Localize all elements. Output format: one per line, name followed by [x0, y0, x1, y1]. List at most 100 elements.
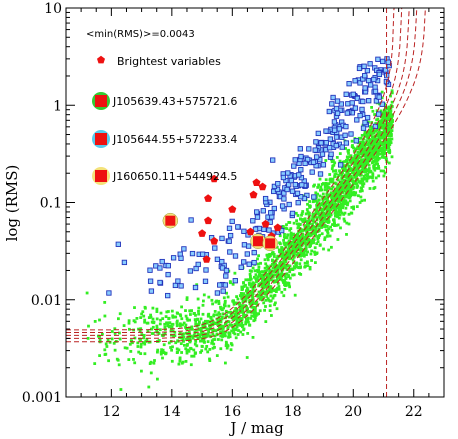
field-star-point — [284, 254, 288, 257]
field-star-point — [311, 212, 315, 216]
variable-star-point — [251, 259, 257, 266]
field-star-point — [299, 228, 303, 231]
field-star-point — [190, 309, 193, 312]
field-star-point — [372, 187, 376, 190]
field-star-point — [198, 335, 202, 339]
field-star-point — [350, 145, 354, 149]
variable-star-point — [331, 119, 338, 125]
variable-star-point — [376, 71, 383, 78]
variable-star-point — [170, 255, 177, 261]
field-star-point — [351, 187, 355, 191]
field-star-point — [390, 132, 393, 136]
variable-star-point — [165, 263, 171, 269]
field-star-point — [228, 280, 232, 283]
field-star-point — [297, 222, 300, 226]
field-star-point — [312, 241, 315, 245]
field-star-point — [375, 157, 379, 161]
field-star-point — [291, 233, 295, 236]
field-star-point — [227, 331, 231, 335]
variable-star-point — [334, 98, 341, 104]
field-star-point — [217, 338, 220, 341]
field-star-point — [210, 322, 214, 326]
field-star-point — [381, 119, 385, 122]
field-star-point — [248, 298, 252, 302]
field-star-point — [325, 201, 328, 205]
field-star-point — [337, 195, 340, 199]
field-star-point — [348, 195, 352, 199]
field-star-point — [244, 304, 247, 307]
field-star-point — [315, 203, 318, 207]
variable-star-point — [359, 106, 365, 113]
field-star-point — [366, 148, 369, 152]
variable-star-point — [214, 290, 221, 296]
field-star-point — [278, 250, 281, 254]
field-star-point — [255, 280, 258, 284]
field-star-point — [258, 309, 262, 313]
variable-star-point — [187, 268, 194, 274]
field-star-point — [340, 173, 344, 177]
field-star-point — [245, 295, 248, 298]
field-star-point — [234, 307, 238, 310]
field-star-point — [264, 262, 268, 266]
field-star-point — [332, 218, 335, 222]
field-star-point — [366, 142, 370, 146]
field-star-point — [267, 282, 270, 285]
field-star-point — [329, 177, 332, 181]
variable-star-point — [382, 67, 389, 73]
variable-star-point — [226, 238, 232, 244]
field-star-point — [359, 148, 363, 152]
field-star-point — [380, 124, 383, 127]
field-star-point — [268, 287, 271, 291]
field-star-point — [163, 322, 167, 326]
field-star-point — [311, 223, 314, 226]
field-star-point — [232, 328, 235, 332]
field-star-point — [170, 348, 173, 352]
variable-star-point — [148, 288, 155, 294]
field-star-point — [188, 326, 191, 330]
variable-star-point — [286, 201, 292, 208]
field-star-point — [327, 248, 331, 252]
field-star-point — [341, 171, 344, 174]
field-star-point — [301, 220, 305, 224]
field-star-point — [350, 158, 354, 161]
field-star-point — [332, 206, 336, 210]
field-star-point — [390, 89, 394, 93]
variable-star-point — [327, 136, 333, 142]
field-star-point — [149, 315, 153, 319]
field-star-point — [389, 104, 393, 107]
field-star-point — [300, 213, 303, 217]
field-star-point — [298, 236, 301, 239]
field-star-point — [339, 188, 343, 192]
field-star-point — [353, 147, 357, 151]
field-star-point — [268, 285, 271, 289]
field-star-point — [364, 134, 368, 138]
field-star-point — [161, 334, 165, 337]
field-star-point — [299, 217, 302, 221]
field-star-point — [264, 305, 267, 308]
field-star-point — [288, 228, 292, 232]
variable-star-point — [189, 250, 196, 257]
field-star-point — [289, 231, 293, 235]
field-star-point — [323, 223, 327, 227]
field-star-point — [360, 169, 363, 173]
field-star-point — [218, 318, 222, 321]
field-star-point — [364, 168, 368, 171]
field-star-point — [155, 307, 159, 311]
field-star-point — [323, 197, 327, 201]
field-star-point — [296, 226, 300, 230]
field-star-point — [326, 217, 330, 221]
field-star-point — [317, 212, 320, 216]
field-star-point — [276, 270, 280, 273]
legend-star-marker — [95, 133, 107, 145]
field-star-point — [110, 330, 114, 333]
field-star-point — [244, 320, 248, 324]
field-star-point — [250, 269, 253, 273]
field-star-point — [333, 175, 336, 178]
field-star-point — [325, 210, 329, 213]
field-star-point — [196, 332, 200, 336]
field-star-point — [263, 290, 267, 294]
field-star-point — [334, 214, 337, 218]
variable-star-point — [318, 140, 324, 146]
field-star-point — [306, 233, 310, 236]
field-star-point — [328, 234, 332, 238]
